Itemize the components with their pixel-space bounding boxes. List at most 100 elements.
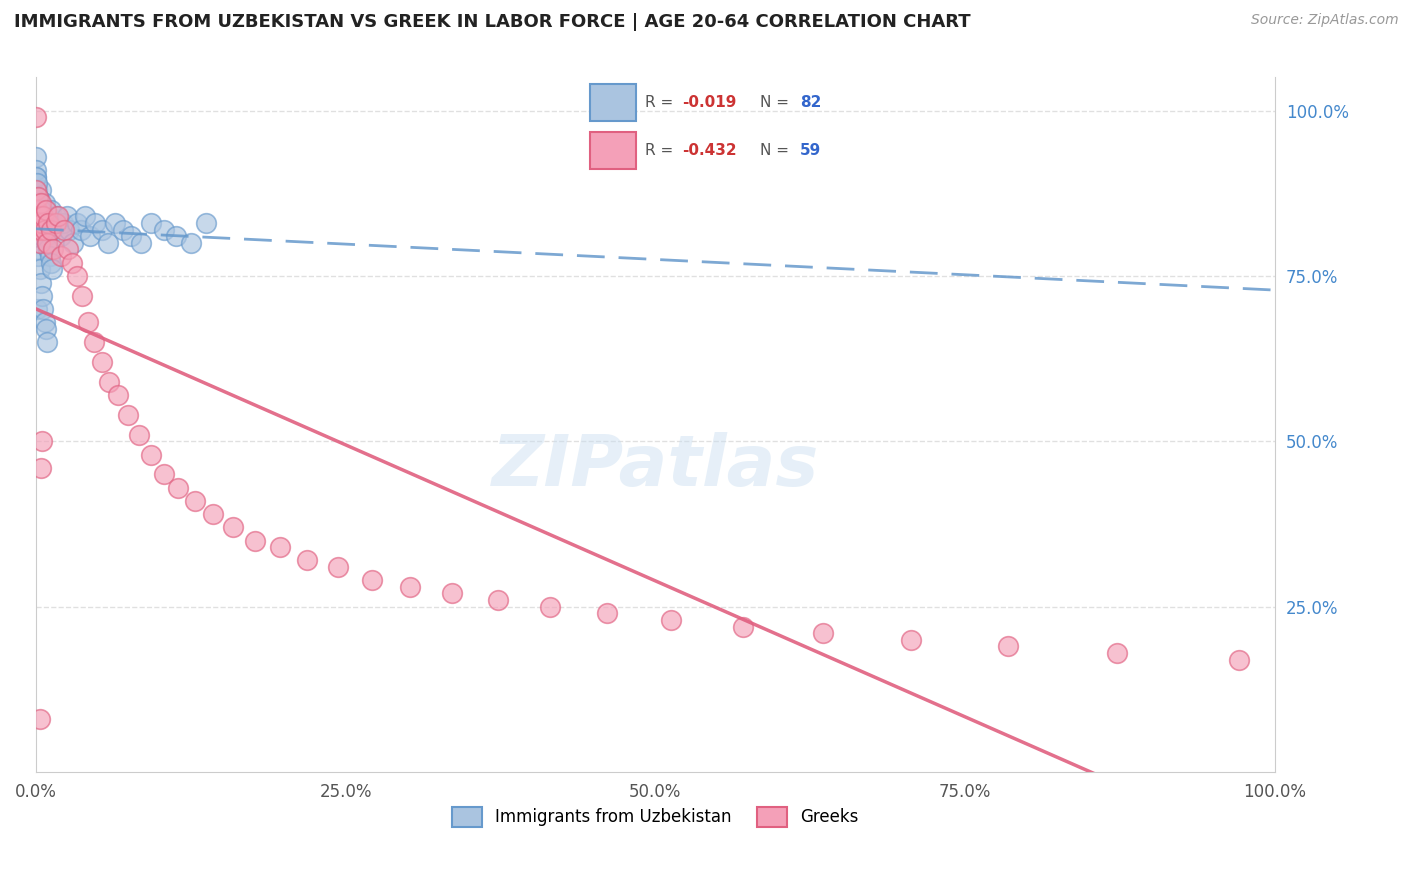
Point [25,169,48,184]
Point [62,235,84,250]
Point [56,210,79,224]
Point [27,216,49,230]
Point [596,607,619,621]
Point [222,520,245,534]
Point [28,712,51,726]
Point [30,276,52,290]
Point [31,229,53,244]
Point [28,235,51,250]
Point [441,586,464,600]
Point [30,222,52,236]
Point [32,222,55,236]
Point [27,189,49,203]
Point [25,169,48,184]
Point [25,183,48,197]
Point [28,210,51,224]
Text: 59: 59 [800,144,821,158]
Point [31,289,53,303]
Point [28,196,51,211]
Text: -0.019: -0.019 [682,95,737,110]
Point [39,222,62,236]
Point [31,216,53,230]
Point [30,202,52,217]
Point [165,229,187,244]
Point [44,216,66,230]
Point [34,222,56,236]
Point [97,235,120,250]
Point [37,210,59,224]
Point [60,255,83,269]
Point [1107,646,1129,660]
Point [35,229,58,244]
Point [35,202,58,217]
Point [25,210,48,224]
Point [32,301,55,316]
Point [25,202,48,217]
Point [152,467,174,482]
Point [139,448,162,462]
Point [45,216,67,230]
Point [39,202,62,217]
Point [35,334,58,349]
Point [31,210,53,224]
Point [360,573,382,587]
Point [30,460,52,475]
Point [25,243,48,257]
Point [49,229,72,244]
Point [32,210,55,224]
Point [34,222,56,236]
Point [41,262,63,277]
Point [35,222,58,236]
Point [35,229,58,244]
Point [56,243,79,257]
Point [39,255,62,269]
Point [75,210,97,224]
Point [538,599,561,614]
Point [25,183,48,197]
Point [30,210,52,224]
Point [30,183,52,197]
Point [811,626,834,640]
Point [25,196,48,211]
Point [25,176,48,190]
Point [66,268,89,283]
Point [53,222,76,236]
Point [128,427,150,442]
Point [183,493,205,508]
Point [90,222,112,236]
FancyBboxPatch shape [589,84,636,121]
Point [32,216,55,230]
Text: N =: N = [759,144,793,158]
Point [49,249,72,263]
Point [31,202,53,217]
Point [167,481,190,495]
Point [31,216,53,230]
Point [733,619,755,633]
Point [41,222,63,236]
FancyBboxPatch shape [589,132,636,169]
Point [38,216,60,230]
Text: N =: N = [759,95,793,110]
Text: R =: R = [645,95,679,110]
Point [30,196,52,211]
Point [25,301,48,316]
Point [25,150,48,164]
Point [90,355,112,369]
Text: ZIPatlas: ZIPatlas [492,432,820,501]
Point [328,560,350,574]
Point [25,183,48,197]
Point [25,222,48,236]
Point [486,593,509,607]
Point [1227,652,1250,666]
Point [25,222,48,236]
Point [27,249,49,263]
Point [269,540,291,554]
Point [25,202,48,217]
Point [107,388,129,402]
Point [46,210,69,224]
Text: 82: 82 [800,95,821,110]
Point [180,235,202,250]
Point [25,163,48,178]
Point [42,243,65,257]
Point [202,507,225,521]
